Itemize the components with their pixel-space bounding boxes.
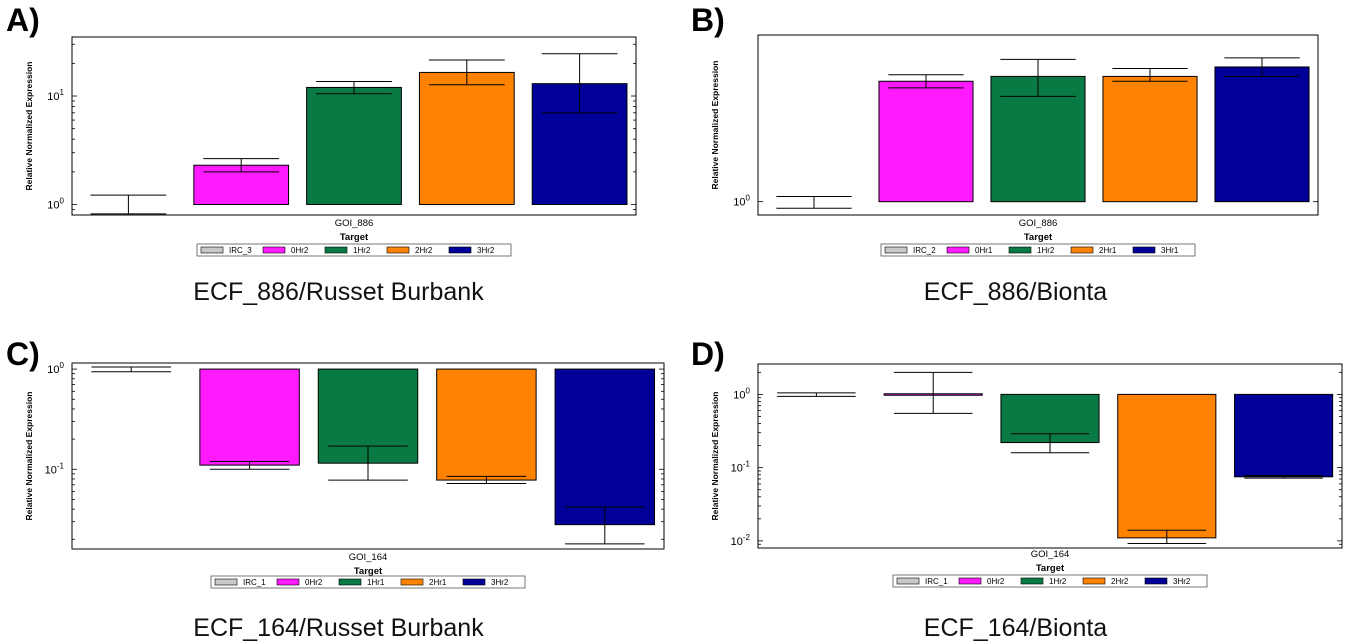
legend-swatch-1Hr2 — [1008, 246, 1032, 254]
legend-label: 3Hr2 — [477, 246, 495, 255]
legend-swatch-1Hr2 — [324, 246, 348, 254]
legend-swatch-IRC_2 — [884, 246, 908, 254]
legend-swatch-0Hr2 — [262, 246, 286, 254]
bar-2Hr1 — [436, 368, 537, 481]
bar-3Hr2 — [554, 368, 656, 526]
chart-caption: ECF_886/Russet Burbank — [193, 278, 484, 306]
legend-label: 2Hr2 — [1111, 577, 1129, 586]
plot-frame — [757, 363, 1343, 549]
legend-label: 1Hr2 — [1049, 577, 1067, 586]
y-axis-label: Relative Normalized Expression — [710, 392, 720, 521]
legend-label: 1Hr2 — [353, 246, 371, 255]
chart-b: 100 Relative Normalized Expression GOI_886… — [710, 34, 1319, 257]
y-tick-label: 100 — [47, 196, 64, 211]
y-axis-label: Relative Normalized Expression — [24, 62, 34, 191]
legend-swatch-2Hr2 — [1082, 577, 1106, 585]
chart-d: 100 10-1 10-2 Relative Normalized Expressio… — [710, 363, 1343, 588]
legend-label: IRC_2 — [913, 246, 936, 255]
y-tick-label: 100 — [733, 194, 750, 209]
legend-label: 3Hr2 — [1173, 577, 1191, 586]
legend-label: 2Hr1 — [1099, 246, 1117, 255]
chart-caption: ECF_164/Russet Burbank — [193, 614, 484, 642]
chart-a: 100 101 Relative Normalized Expression GOI_… — [24, 36, 637, 257]
legend-label: 0Hr2 — [987, 577, 1005, 586]
legend-label: IRC_1 — [243, 578, 266, 587]
legend-swatch-2Hr1 — [1070, 246, 1094, 254]
y-tick-label: 101 — [47, 88, 64, 103]
bar-3Hr2 — [1234, 393, 1334, 478]
legend-swatch-1Hr2 — [1020, 577, 1044, 585]
legend-label: 0Hr2 — [305, 578, 323, 587]
legend-swatch-IRC_3 — [200, 246, 224, 254]
y-tick-label: 10-1 — [45, 461, 65, 476]
bar-1Hr2 — [306, 86, 402, 205]
chart-c: 100 10-1 Relative Normalized Expression GOI… — [24, 361, 665, 589]
x-category-label: GOI_164 — [1031, 549, 1070, 560]
legend-label: IRC_1 — [925, 577, 948, 586]
x-category-label: GOI_886 — [1019, 218, 1058, 229]
legend-label: IRC_3 — [229, 246, 252, 255]
y-tick-label: 100 — [47, 361, 64, 376]
bar-3Hr1 — [1214, 66, 1310, 203]
y-tick-label: 10-1 — [731, 460, 751, 475]
plot-frame — [71, 362, 665, 550]
chart-panel-a: A) 100 101 Relative Normalized Expression G… — [0, 0, 677, 322]
legend-swatch-0Hr2 — [276, 578, 300, 586]
bar-2Hr1 — [1102, 75, 1198, 203]
legend-swatch-IRC_1 — [214, 578, 238, 586]
legend-label: 0Hr2 — [291, 246, 309, 255]
legend-swatch-0Hr1 — [946, 246, 970, 254]
legend-swatch-1Hr1 — [338, 578, 362, 586]
bar-0Hr2 — [199, 368, 300, 466]
x-axis-label: Target — [1024, 232, 1053, 243]
bar-2Hr2 — [418, 71, 515, 205]
panel-label: C) — [6, 336, 40, 372]
plot-frame — [71, 36, 637, 216]
legend-label: 2Hr1 — [429, 578, 447, 587]
y-axis-label: Relative Normalized Expression — [24, 392, 34, 521]
legend-swatch-2Hr2 — [386, 246, 410, 254]
x-category-label: GOI_164 — [349, 552, 388, 563]
bar-0Hr1 — [878, 80, 974, 203]
legend-label: 3Hr1 — [1161, 246, 1179, 255]
plot-frame — [757, 34, 1319, 216]
panel-label: A) — [6, 2, 40, 38]
legend-swatch-IRC_1 — [896, 577, 920, 585]
chart-panel-c: C) 100 10-1 Relative Normalized Expression… — [0, 322, 677, 644]
legend-label: 1Hr1 — [367, 578, 385, 587]
x-axis-label: Target — [1036, 563, 1065, 574]
panel-label: D) — [691, 336, 725, 372]
legend-label: 3Hr2 — [491, 578, 509, 587]
chart-panel-b: B) 100 Relative Normalized Expression GOI_… — [677, 0, 1354, 322]
legend-swatch-3Hr1 — [1132, 246, 1156, 254]
x-axis-label: Target — [354, 566, 383, 577]
bar-1Hr2 — [990, 75, 1086, 203]
y-tick-label: 10-2 — [731, 533, 751, 548]
legend-swatch-0Hr2 — [958, 577, 982, 585]
x-axis-label: Target — [340, 232, 369, 243]
x-category-label: GOI_886 — [335, 218, 374, 229]
y-axis-label: Relative Normalized Expression — [710, 61, 720, 190]
chart-caption: ECF_164/Bionta — [923, 614, 1108, 642]
legend-label: 2Hr2 — [415, 246, 433, 255]
legend-label: 0Hr1 — [975, 246, 993, 255]
legend-label: 1Hr2 — [1037, 246, 1055, 255]
legend-swatch-2Hr1 — [400, 578, 424, 586]
bar-2Hr2 — [1117, 393, 1217, 539]
chart-panel-d: D) 100 10-1 10-2 Relative Normalized Expres… — [677, 322, 1354, 644]
legend-swatch-3Hr2 — [462, 578, 486, 586]
y-tick-label: 100 — [733, 386, 750, 401]
panel-label: B) — [691, 2, 725, 38]
legend-swatch-3Hr2 — [1144, 577, 1168, 585]
legend-swatch-3Hr2 — [448, 246, 472, 254]
chart-caption: ECF_886/Bionta — [923, 278, 1108, 306]
